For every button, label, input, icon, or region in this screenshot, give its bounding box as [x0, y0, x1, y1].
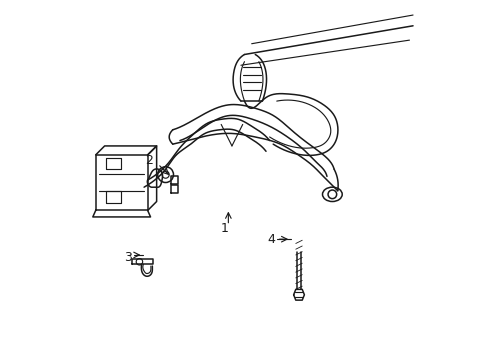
- Text: 1: 1: [221, 222, 228, 235]
- Text: 4: 4: [267, 233, 275, 246]
- Text: 2: 2: [145, 154, 153, 167]
- Text: 3: 3: [124, 251, 132, 264]
